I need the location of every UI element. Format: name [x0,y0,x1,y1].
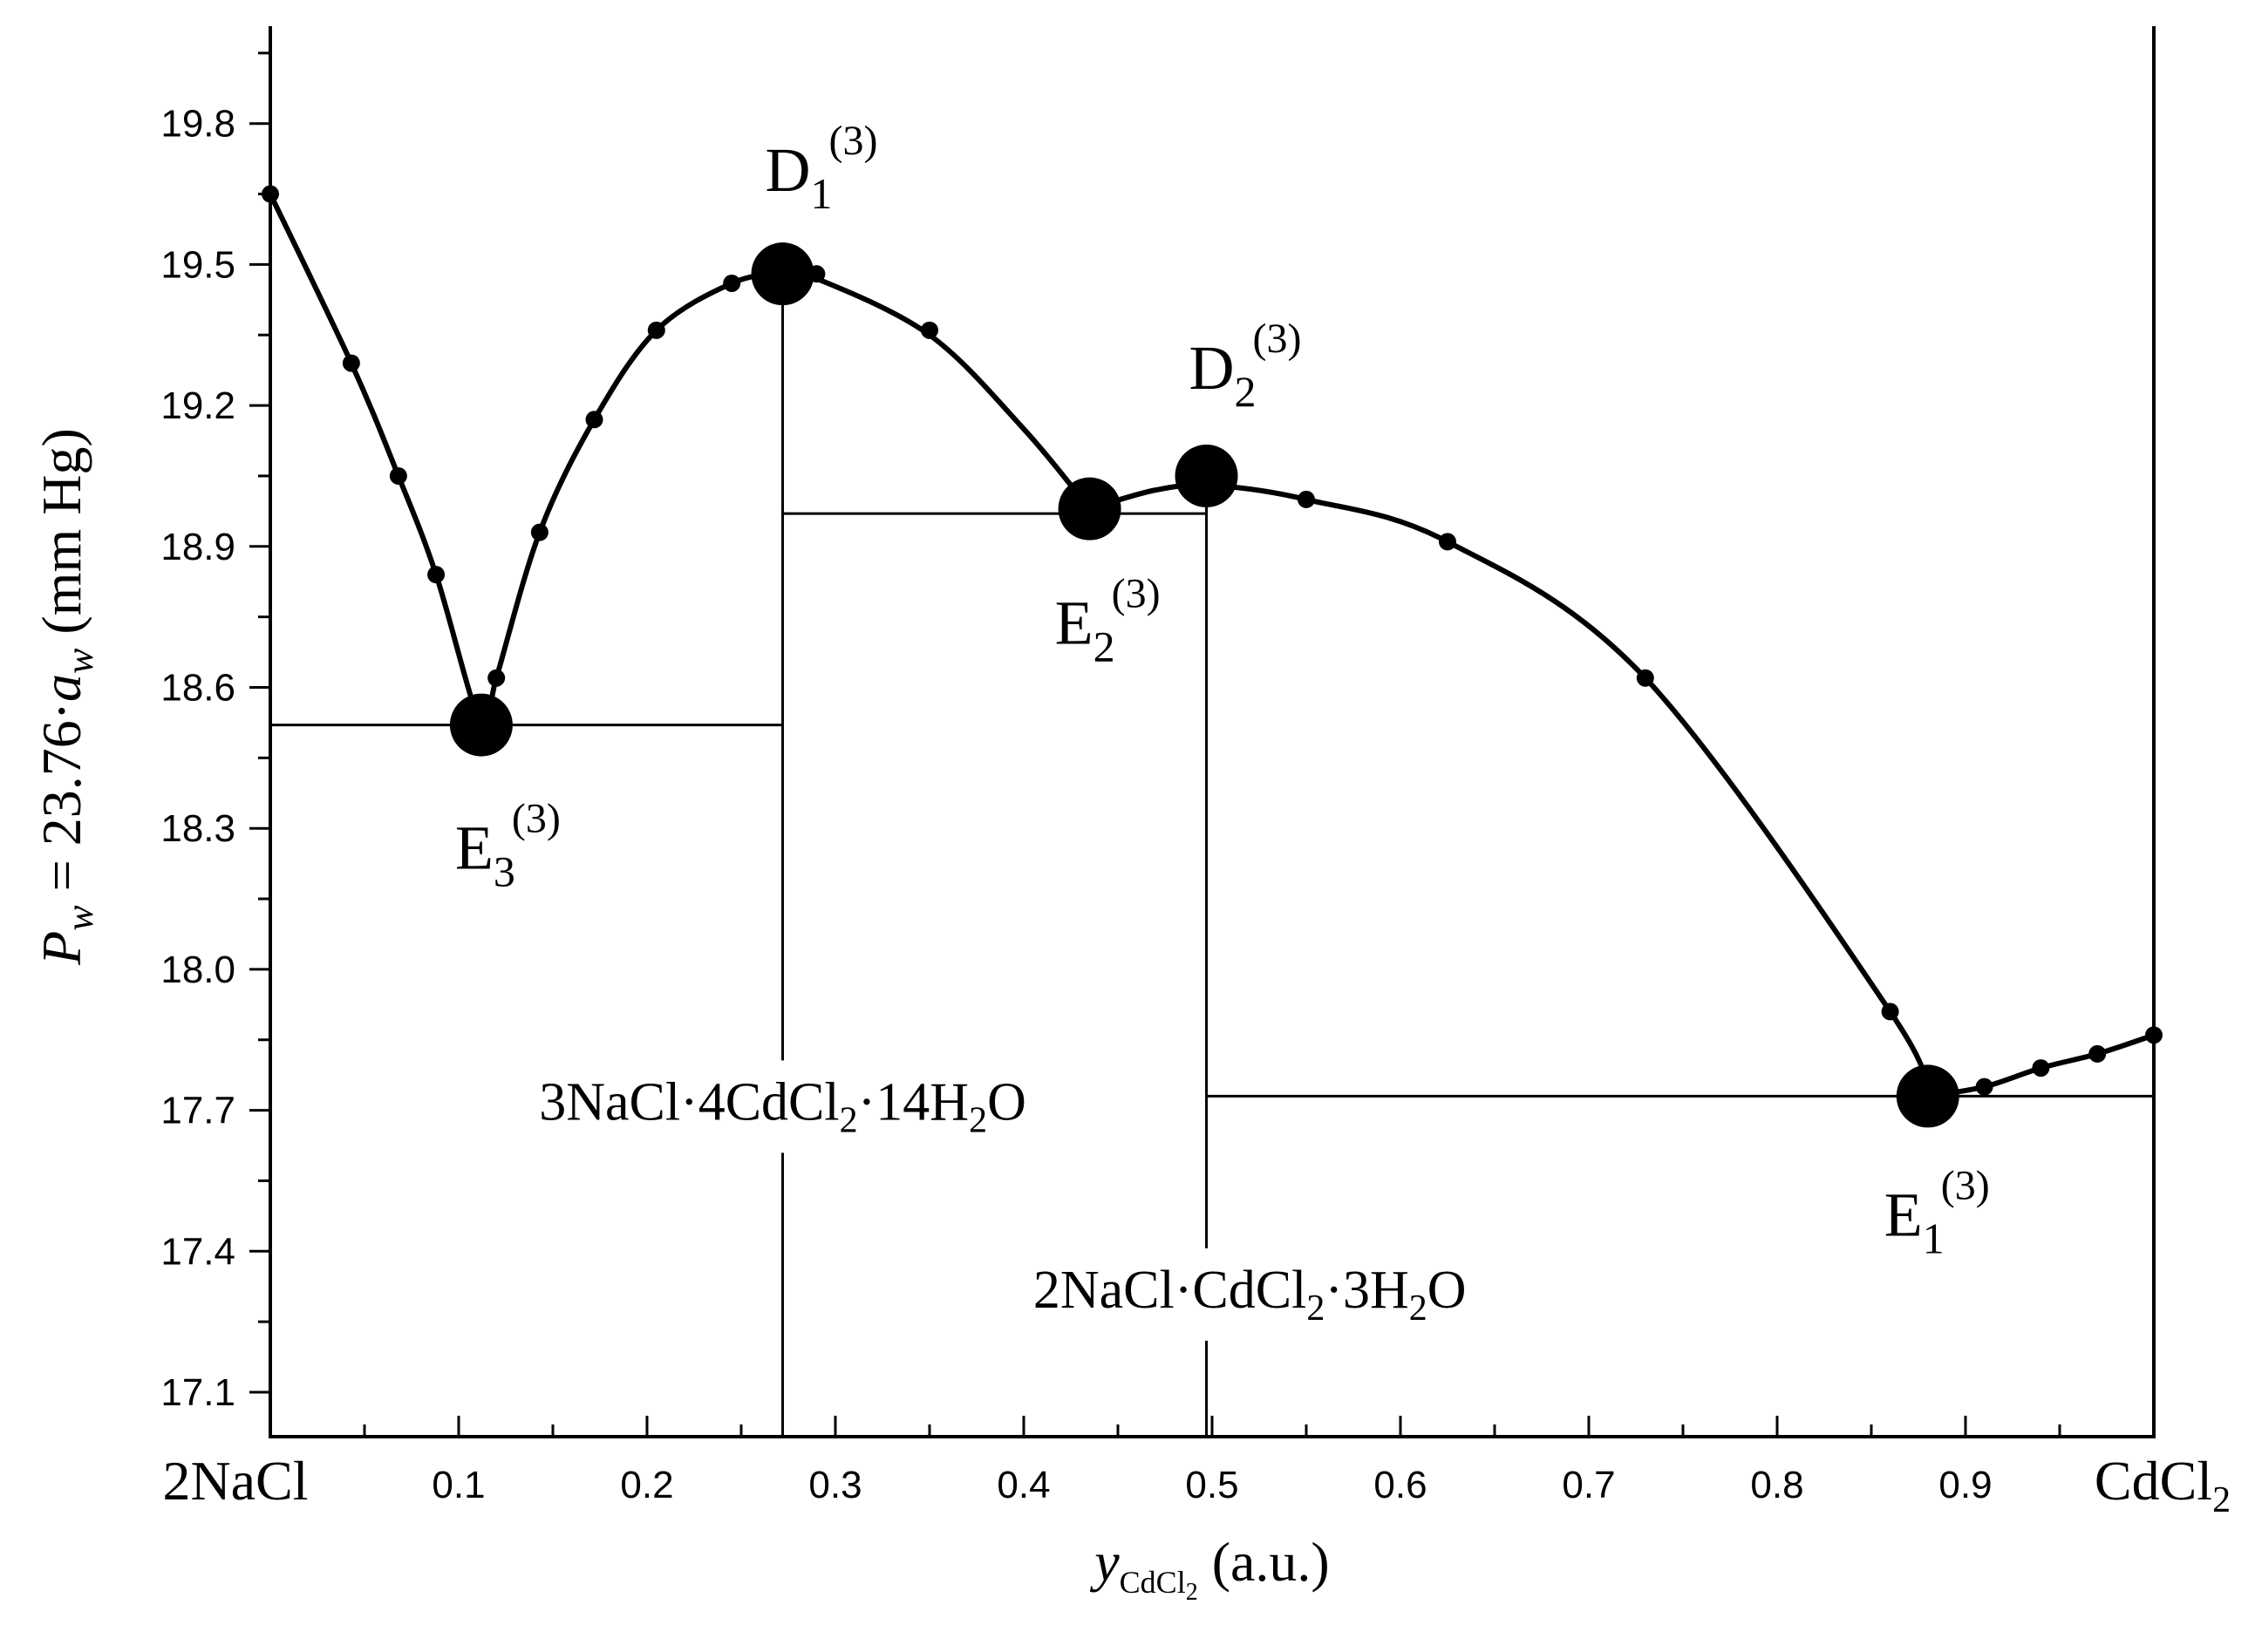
data-point [1439,533,1456,551]
data-point [1636,669,1654,687]
x-tick-label: 0.6 [1373,1464,1427,1506]
data-point [2088,1044,2107,1063]
plot-frame [269,26,2156,1438]
data-point [921,321,938,339]
compound-1-label-background [521,1060,1044,1153]
data-point [427,566,446,584]
x-tick-label: 0.3 [808,1464,862,1506]
data-point [342,354,360,372]
invariant-point [1058,477,1121,540]
y-tick-label: 18.3 [160,807,235,850]
y-tick-label: 19.8 [160,103,235,146]
y-tick-label: 17.4 [160,1230,235,1273]
invariant-point-label: D1(3) [766,118,878,218]
x-axis-title: yCdCl2 (a.u.) [1089,1531,1329,1606]
curves [268,193,2155,1099]
data-point [585,411,603,429]
invariant-point [1896,1064,1959,1128]
y-tick-label: 19.2 [160,384,235,427]
y-axis-title: Pw = 23.76·aw (mm Hg) [31,428,101,966]
x-tick-label: 0.9 [1938,1464,1992,1506]
x-tick-label: 0.4 [997,1464,1050,1506]
solubility-curve [268,193,1092,733]
y-tick-label: 18.6 [160,667,235,710]
invariant-point-label: E2(3) [1055,571,1161,671]
data-point [723,274,741,292]
y-tick-label: 18.0 [160,948,235,991]
y-tick-label: 18.9 [160,526,235,568]
compound-2-label: 2NaCl·CdCl2·3H2O [1033,1261,1467,1329]
invariant-point [449,693,513,757]
x-tick-label: 0.5 [1185,1464,1238,1506]
data-points [262,185,2163,1128]
y-tick-label: 19.5 [160,243,235,286]
invariant-point-label: E1(3) [1884,1162,1990,1262]
x-tick-label: 0.2 [620,1464,673,1506]
data-point [2032,1059,2050,1078]
solubility-curve [1088,482,1931,1098]
compound-2-label-background [1015,1247,1484,1341]
x-end-label-left: 2NaCl [162,1450,308,1512]
data-point [2145,1026,2163,1044]
data-point [647,321,665,339]
x-tick-label: 0.7 [1562,1464,1615,1506]
x-end-label-right: CdCl2 [2095,1450,2231,1520]
data-point [1881,1003,1899,1021]
invariant-point [751,242,814,306]
y-tick-label: 17.7 [160,1090,235,1132]
invariant-point-label: E3(3) [455,796,561,896]
axis-ticks [249,51,2061,1437]
data-point [1975,1078,1993,1096]
data-point [389,466,407,485]
x-tick-label: 0.1 [432,1464,485,1506]
data-point [262,185,279,203]
data-point [530,523,548,541]
compound-1-label: 3NaCl·4CdCl2·14H2O [539,1072,1026,1140]
data-point [487,669,506,687]
invariant-point [1175,444,1238,507]
invariant-point-label: D2(3) [1189,316,1302,416]
labels: 17.1 17.4 17.7 18.0 18.3 18.6 18.9 19.2 19.5 19.8… [31,103,2231,1606]
data-point [1298,490,1315,508]
y-tick-label: 17.1 [160,1371,235,1414]
x-tick-label: 0.8 [1750,1464,1803,1506]
phase-lines [270,274,2154,1437]
